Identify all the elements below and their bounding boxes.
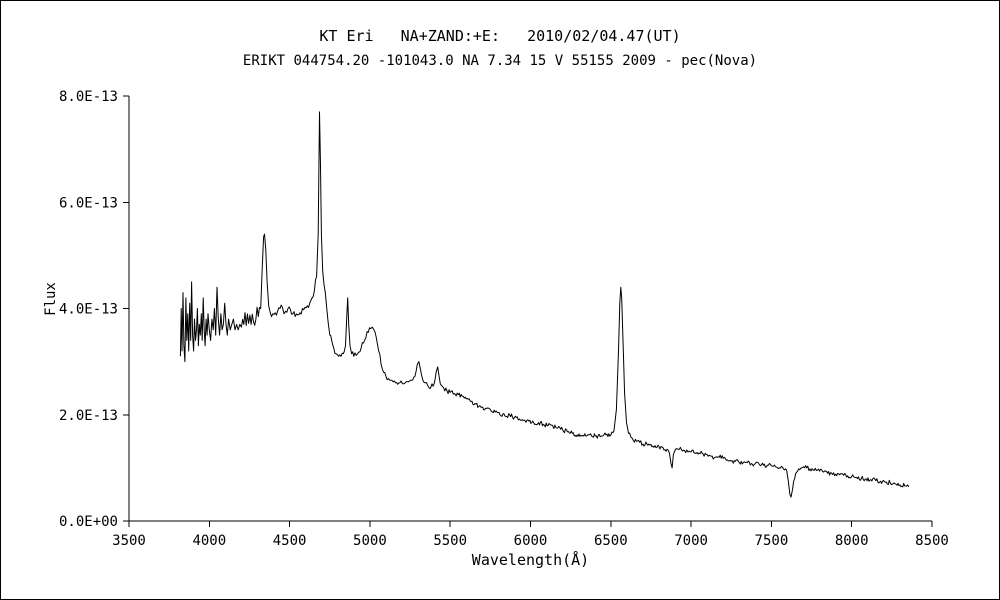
y-tick-label: 6.0E-13 <box>59 195 118 211</box>
x-tick-label: 5000 <box>353 533 387 549</box>
x-tick-label: 8000 <box>835 533 869 549</box>
y-tick-label: 4.0E-13 <box>59 302 118 318</box>
x-tick-label: 8500 <box>915 533 949 549</box>
x-axis-label: Wavelength(Å) <box>471 551 590 569</box>
chart-title-line2: ERIKT 044754.20 -101043.0 NA 7.34 15 V 5… <box>242 53 758 69</box>
y-tick-label: 8.0E-13 <box>59 89 118 105</box>
x-tick-label: 3500 <box>112 533 146 549</box>
chart-title-line1: KT Eri NA+ZAND:+E: 2010/02/04.47(UT) <box>319 27 681 45</box>
x-tick-label: 7500 <box>755 533 789 549</box>
x-tick-label: 6000 <box>514 533 548 549</box>
x-tick-label: 6500 <box>594 533 628 549</box>
x-tick-label: 4500 <box>273 533 307 549</box>
spectrum-line <box>179 111 910 498</box>
x-tick-label: 4000 <box>192 533 226 549</box>
y-tick-label: 2.0E-13 <box>59 408 118 424</box>
x-tick-label: 5500 <box>433 533 467 549</box>
y-tick-label: 0.0E+00 <box>59 514 118 530</box>
x-tick-label: 7000 <box>674 533 708 549</box>
